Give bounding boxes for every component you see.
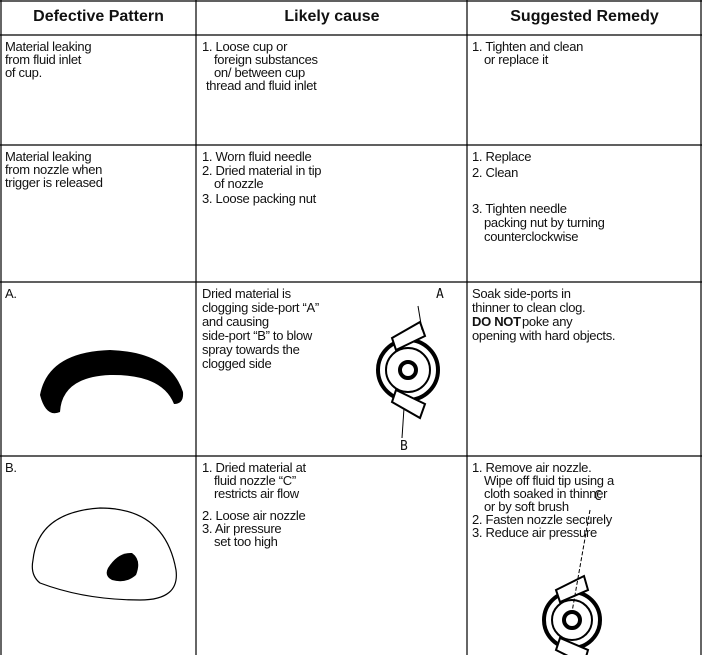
cell-text: trigger is released [5,175,103,190]
cell-text: counterclockwise [484,229,579,244]
cell-text: Material leaking [5,149,92,164]
cell-text: side-port “B” to blow [202,328,313,343]
nozzle-figure-1 [376,305,440,439]
cell-text: from nozzle when [5,162,103,177]
cell-text: thread and fluid inlet [206,78,317,93]
cell-text: or by soft brush [484,499,569,514]
spray-blot [106,552,139,582]
cell-text: B [400,439,408,454]
cell-text: Dried material is [202,286,291,301]
cell-text: A. [5,286,17,301]
cell-text: C [594,489,602,504]
cell-text: spray towards the [202,342,300,357]
cell-text: 3. Tighten needle [472,201,567,216]
cell-text: 1. Tighten and clean [472,39,584,54]
cell-text: from fluid inlet [5,52,82,67]
nozzle-figure-2 [542,509,602,655]
cell-text: 1. Worn fluid needle [202,149,312,164]
spray-pattern-b [31,507,177,601]
spray-pattern-a [40,350,184,414]
cell-text: Wipe off fluid tip using a [484,473,614,488]
cell-text: cloth soaked in thinner [484,486,608,501]
cell-text: of cup. [5,65,42,80]
cell-text: 1. Replace [472,149,532,164]
cell-text: 3. Air pressure [202,521,282,536]
cell-text: clogging side-port “A” [202,300,319,315]
cell-text: opening with hard objects. [472,328,616,343]
cell-text: B. [5,460,17,475]
cell-text: 1. Dried material at [202,460,306,475]
cell-text: set too high [214,534,278,549]
cell-text: Soak side-ports in [472,286,571,301]
cell-text: thinner to clean clog. [472,300,586,315]
cell-text: 2. Dried material in tip [202,163,322,178]
cell-text: clogged side [202,356,272,371]
cell-text: on/ between cup [214,65,305,80]
column-header: Suggested Remedy [510,8,659,25]
cell-text: foreign substances [214,52,318,67]
column-header: Likely cause [284,8,380,25]
cell-text: 2. Loose air nozzle [202,508,306,523]
cell-text: fluid nozzle “C” [214,473,296,488]
column-header: Defective Pattern [33,8,164,25]
cell-text: A [436,287,444,302]
cell-text: restricts air flow [214,486,299,501]
cell-text: and causing [202,314,269,329]
cell-text: 2. Fasten nozzle securely [472,512,612,527]
cell-text: DO NOT [472,314,521,329]
cell-text: poke any [522,314,573,329]
cell-text: 3. Reduce air pressure [472,525,597,540]
cell-text: 2. Clean [472,165,519,180]
cell-text: Material leaking [5,39,92,54]
cell-text: 1. Remove air nozzle. [472,460,592,475]
cell-text: packing nut by turning [484,215,605,230]
cell-text: or replace it [484,52,549,67]
cell-text: of nozzle [214,176,264,191]
cell-text: 3. Loose packing nut [202,191,316,206]
cell-text: 1. Loose cup or [202,39,288,54]
